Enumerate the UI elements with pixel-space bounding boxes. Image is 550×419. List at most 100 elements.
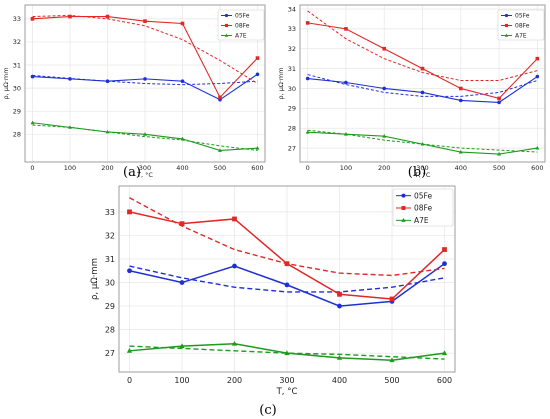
x-tick-label: 0 [30,164,34,172]
data-point-A7E [441,350,448,356]
legend-label-A7E: A7E [515,33,527,40]
data-point-08Fe [458,86,463,91]
legend-box [392,188,454,227]
data-point-A7E [343,132,348,136]
y-axis-label: ρ, μΩ·mm [90,258,100,300]
y-tick-label: 32 [288,45,296,53]
legend-marker-05Fe [401,193,406,198]
y-tick-label: 29 [105,302,115,311]
data-point-A7E [420,141,425,146]
series-08Fe [305,10,540,101]
x-tick-label: 200 [227,376,242,385]
y-tick-label: 31 [288,65,296,73]
data-point-05Fe [344,80,348,85]
x-tick-label: 300 [139,164,151,172]
data-point-A7E [30,120,35,125]
legend-label-05Fe: 05Fe [414,191,432,200]
legend-marker-A7E [504,33,509,37]
data-point-05Fe [105,79,110,83]
y-tick-label: 27 [288,144,296,152]
y-tick-label: 32 [13,38,21,46]
legend-marker-A7E [224,33,229,37]
x-tick-label: 600 [437,376,452,385]
y-tick-label: 27 [105,349,115,358]
y-tick-label: 30 [105,279,115,288]
data-point-05Fe [420,90,425,95]
data-point-A7E [284,350,290,356]
data-point-08Fe [337,291,342,297]
x-tick-label: 300 [279,376,294,385]
legend-marker-A7E [401,217,406,222]
y-axis-label: ρ, μΩ·mm [277,67,285,99]
y-tick-label: 33 [105,208,115,217]
y-axis-label: ρ, μΩ·mm [2,67,10,99]
data-point-08Fe [389,296,395,302]
x-tick-label: 500 [214,164,226,172]
data-point-08Fe [497,96,501,101]
x-tick-label: 100 [174,376,189,385]
data-point-A7E [535,145,540,150]
y-tick-label: 28 [13,131,21,139]
data-point-08Fe [180,21,185,26]
legend-box [217,9,265,41]
chart-b: 0 100 200 300 400 500 600 27 28 29 30 31 32 33 34 T, °C… [277,4,546,180]
x-tick-label: 400 [176,164,188,172]
data-point-05Fe [305,76,310,81]
series-A7E [30,120,260,152]
data-point-A7E [68,125,72,129]
legend: 05Fe 08Fe A7E [392,188,454,227]
data-point-05Fe [458,98,463,103]
data-point-A7E [497,151,502,156]
series-A7E [305,129,540,156]
legend-marker-08Fe [504,23,509,28]
x-axis-label: T, °C [136,171,153,179]
data-point-08Fe [143,19,147,23]
series-08Fe [30,14,260,100]
data-point-05Fe [284,282,290,288]
data-point-05Fe [255,72,260,77]
plot-frame [118,185,456,373]
legend-label-05Fe: 05Fe [515,13,530,20]
data-point-08Fe [442,247,447,252]
series-08Fe [127,197,447,302]
data-point-A7E [105,129,110,134]
data-point-A7E [231,340,238,346]
data-point-05Fe [143,77,147,81]
trend-line-05Fe [129,265,445,293]
data-point-A7E [305,130,310,134]
y-tick-label: 32 [105,231,115,240]
y-tick-label: 29 [288,105,296,113]
data-point-05Fe [127,268,132,274]
data-point-05Fe [497,100,501,105]
data-point-A7E [389,357,395,363]
x-tick-label: 300 [416,164,428,172]
x-tick-label: 100 [64,164,76,172]
legend-box [497,9,545,41]
data-point-A7E [143,132,147,136]
legend-marker-08Fe [224,23,229,28]
series-A7E [126,340,448,363]
x-tick-label: 0 [127,376,132,385]
plot-frame [24,4,266,163]
legend-marker-05Fe [504,13,509,18]
panel-label: (a) [123,165,141,180]
data-point-08Fe [68,14,72,19]
data-point-A7E [179,343,185,349]
series-05Fe [305,74,540,105]
data-point-08Fe [420,66,425,71]
y-tick-label: 33 [288,25,296,33]
data-point-A7E [255,145,260,150]
x-axis-label: T, °C [414,171,431,179]
y-tick-label: 33 [13,15,21,23]
data-point-08Fe [179,221,185,227]
data-point-08Fe [305,21,310,25]
chart-a: 0 100 200 300 400 500 600 28 29 30 31 32 33 T, °C ρ, μ… [2,4,266,180]
data-point-05Fe [68,77,72,81]
x-tick-label: 500 [493,164,505,172]
data-point-05Fe [382,86,387,91]
x-tick-label: 0 [306,164,310,172]
data-point-08Fe [382,46,387,51]
y-tick-label: 34 [288,5,296,13]
data-point-05Fe [180,79,185,83]
